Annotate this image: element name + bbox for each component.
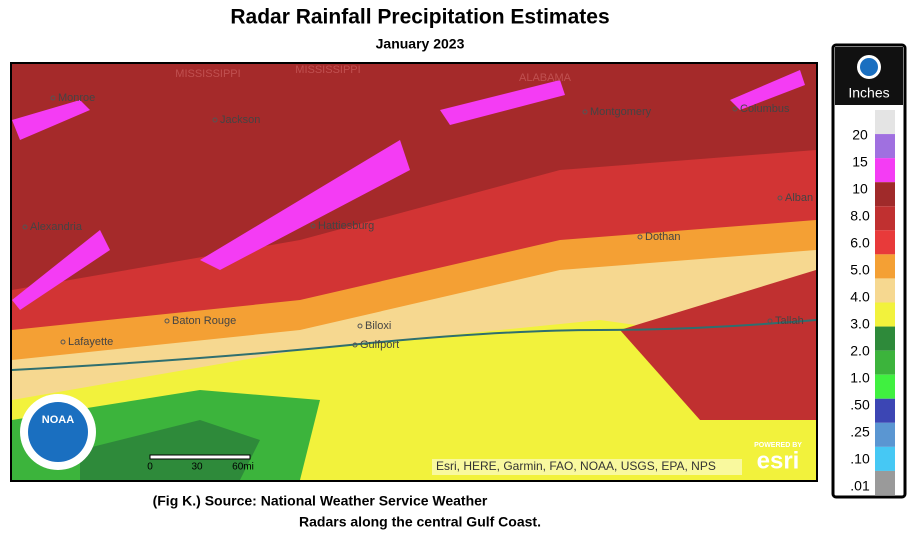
place-label: Alban <box>785 192 813 204</box>
legend-label: .25 <box>850 424 870 440</box>
scale-label: 30 <box>191 462 203 473</box>
place-dot <box>357 323 363 329</box>
subtitle: January 2023 <box>376 36 465 52</box>
place-dot <box>22 224 28 230</box>
legend-swatch <box>875 326 895 351</box>
scale-label: 60mi <box>232 462 254 473</box>
place-label: Baton Rouge <box>172 315 236 327</box>
legend-label: .50 <box>850 397 870 413</box>
state-label: ALABAMA <box>519 72 572 84</box>
legend-label: 3.0 <box>850 316 870 332</box>
streak-magenta <box>12 100 90 140</box>
place-label: Montgomery <box>590 106 652 118</box>
scale-bar <box>149 454 251 460</box>
place-label: Dothan <box>645 231 680 243</box>
legend-swatch <box>875 470 895 495</box>
place-label: Gulfport <box>360 339 399 351</box>
place-dot <box>732 106 738 112</box>
attribution: Esri, HERE, Garmin, FAO, NOAA, USGS, EPA… <box>436 459 716 473</box>
place-dot <box>60 339 66 345</box>
place-label: Columbus <box>740 103 790 115</box>
legend-label: 1.0 <box>850 370 870 386</box>
place-label: Jackson <box>220 114 260 126</box>
place-dot <box>637 234 643 240</box>
place-dot <box>310 223 316 229</box>
legend-swatch <box>875 302 895 327</box>
coastline <box>12 319 816 371</box>
map: NOAA Esri, HERE, Garmin, FAO, NOAA, USGS… <box>12 64 816 480</box>
legend-swatch <box>875 350 895 375</box>
place-dot <box>352 342 358 348</box>
legend-swatch <box>875 254 895 279</box>
attribution-bg <box>432 459 742 475</box>
legend-label: 20 <box>852 127 868 143</box>
place-dot <box>164 318 170 324</box>
streak-magenta <box>12 230 110 310</box>
legend-label: 4.0 <box>850 289 870 305</box>
place-label: Lafayette <box>68 336 113 348</box>
legend-swatch <box>875 230 895 255</box>
legend-label: .10 <box>850 451 870 467</box>
legend-swatch <box>875 182 895 207</box>
legend-label: 8.0 <box>850 208 870 224</box>
place-dot <box>767 318 773 324</box>
streak-magenta <box>440 80 565 125</box>
place-dot <box>50 95 56 101</box>
place-dot <box>212 117 218 123</box>
place-label: Tallah <box>775 315 804 327</box>
state-label: MISSISSIPPI <box>175 68 240 80</box>
legend-swatch <box>875 134 895 159</box>
legend-label: 6.0 <box>850 235 870 251</box>
legend-swatch <box>875 374 895 399</box>
legend-label: 10 <box>852 181 868 197</box>
legend-swatch <box>875 278 895 303</box>
noaa-text: NOAA <box>42 414 74 426</box>
streak-magenta <box>200 140 410 270</box>
title: Radar Rainfall Precipitation Estimates <box>230 6 609 29</box>
esri-powered: POWERED BY <box>754 442 802 449</box>
legend-swatch <box>875 206 895 231</box>
legend-unit: Inches <box>848 85 889 101</box>
legend-label: .01 <box>850 478 870 494</box>
caption-line: (Fig K.) Source: National Weather Servic… <box>153 493 488 509</box>
place-dot <box>582 109 588 115</box>
esri-logo: esri <box>757 447 800 474</box>
legend-swatch <box>875 398 895 423</box>
legend-label: 2.0 <box>850 343 870 359</box>
scale-label: 0 <box>147 462 153 473</box>
legend-swatch <box>875 446 895 471</box>
legend-swatch <box>875 422 895 447</box>
legend-noaa-icon-inner <box>860 58 878 76</box>
streak-magenta <box>730 70 805 110</box>
legend-swatch <box>875 110 895 135</box>
band-red-east <box>620 270 816 420</box>
place-label: Hattiesburg <box>318 220 374 232</box>
place-dot <box>777 195 783 201</box>
noaa-logo-inner <box>28 402 88 462</box>
caption-line: Radars along the central Gulf Coast. <box>299 514 541 530</box>
legend-label: 15 <box>852 154 868 170</box>
legend-label: 5.0 <box>850 262 870 278</box>
place-label: Biloxi <box>365 320 391 332</box>
place-label: Alexandria <box>30 221 83 233</box>
legend-swatch <box>875 158 895 183</box>
band-dark-green <box>80 420 260 480</box>
place-label: Monroe <box>58 92 95 104</box>
state-label: MISSISSIPPI <box>295 64 360 76</box>
